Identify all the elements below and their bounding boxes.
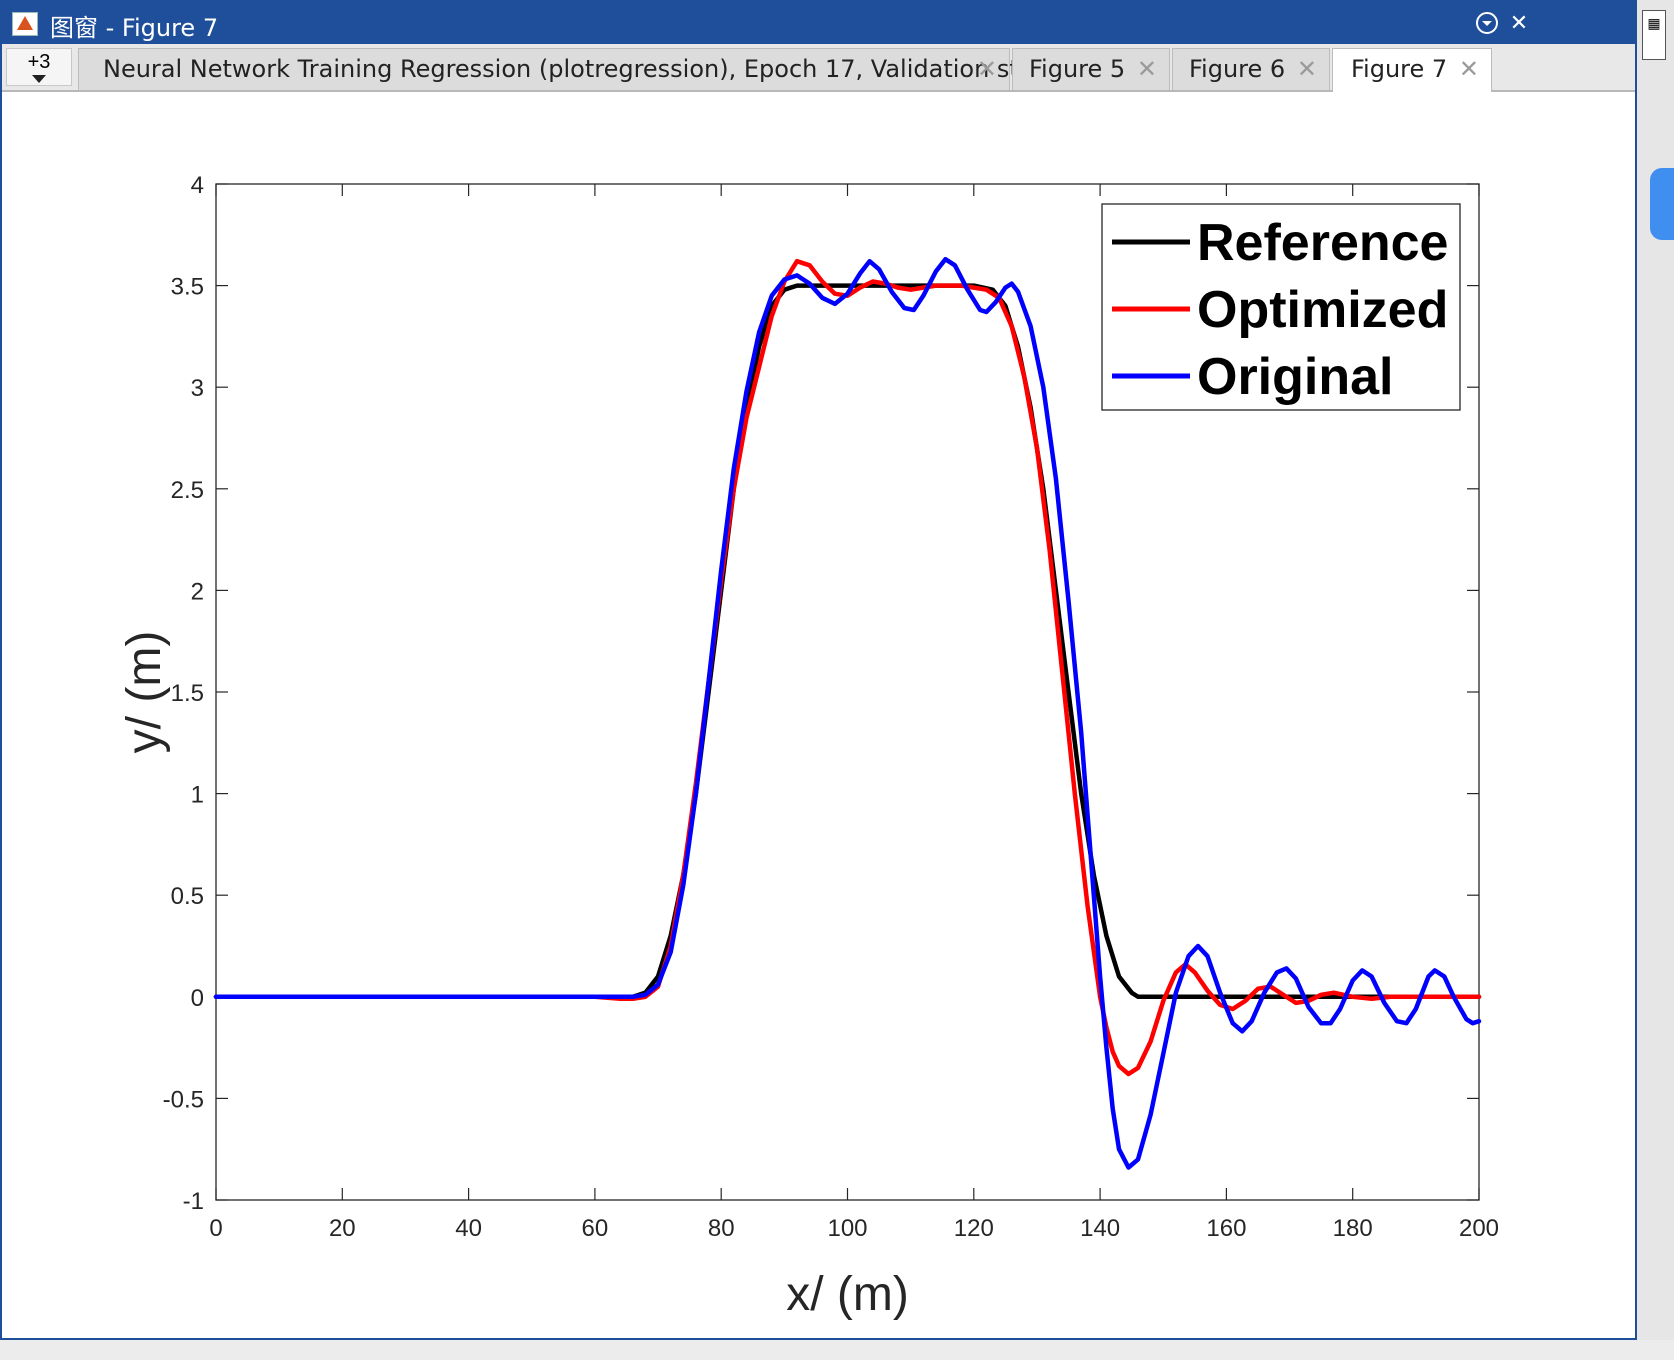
y-tick-label: 2 — [191, 578, 204, 605]
tab-label: Figure 6 — [1189, 55, 1286, 83]
tab-label: Neural Network Training Regression (plot… — [103, 55, 1057, 83]
x-tick-label: 100 — [827, 1215, 867, 1242]
x-tick-label: 0 — [209, 1215, 222, 1242]
y-tick-label: 0.5 — [171, 883, 204, 910]
y-tick-label: 0 — [191, 985, 204, 1012]
tab-label: Figure 7 — [1351, 55, 1448, 83]
side-widget-button[interactable] — [1650, 168, 1674, 240]
figure-window: 图窗 - Figure 7 ✕ +3 Neural Network Traini… — [0, 0, 1637, 1340]
tab-close-icon[interactable]: ✕ — [976, 55, 997, 83]
x-tick-label: 20 — [329, 1215, 356, 1242]
y-tick-label: 3 — [191, 375, 204, 402]
tab-close-icon[interactable]: ✕ — [1136, 55, 1157, 83]
y-tick-label: 1 — [191, 782, 204, 809]
tab-figure-6[interactable]: Figure 6 ✕ — [1172, 48, 1330, 90]
tab-overflow-button[interactable]: +3 — [6, 48, 72, 86]
caret-down-icon — [32, 75, 46, 83]
figure-canvas: 0 20 40 60 80 100 120 140 160 180 200 -1 -0.5 0 0.5 1 1.… — [2, 92, 1635, 1338]
x-tick-label: 140 — [1080, 1215, 1120, 1242]
series-line-original — [213, 256, 1482, 1170]
title-bar[interactable]: 图窗 - Figure 7 ✕ — [2, 2, 1635, 44]
tab-overflow-label: +3 — [27, 51, 51, 73]
tab-label: Figure 5 — [1029, 55, 1126, 83]
window-title: 图窗 - Figure 7 — [50, 14, 219, 42]
x-axis-label: x/ (m) — [786, 1268, 909, 1321]
y-tick-label: 3.5 — [171, 274, 204, 301]
tab-figure-7[interactable]: Figure 7 ✕ — [1332, 48, 1492, 92]
y-tick-label: 4 — [191, 172, 204, 199]
legend-label: Optimized — [1197, 281, 1448, 339]
tab-close-icon[interactable]: ✕ — [1458, 55, 1479, 83]
tab-neural-network-training[interactable]: Neural Network Training Regression (plot… — [78, 48, 1056, 90]
tab-close-icon[interactable]: ✕ — [1296, 55, 1317, 83]
side-panel-button[interactable]: ▦ — [1642, 10, 1666, 60]
x-tick-label: 180 — [1333, 1215, 1373, 1242]
x-tick-label: 160 — [1206, 1215, 1246, 1242]
y-axis-label: y/ (m) — [118, 631, 171, 754]
figure-tab-bar: +3 Neural Network Training Regression (p… — [2, 44, 1635, 92]
x-tick-label: 80 — [708, 1215, 735, 1242]
x-tick-label: 60 — [582, 1215, 609, 1242]
matlab-logo-icon — [12, 12, 38, 36]
bottom-edge — [0, 1340, 1674, 1360]
chevron-circle-icon[interactable] — [1474, 10, 1500, 36]
y-tick-label: -1 — [183, 1188, 204, 1215]
x-tick-label: 200 — [1459, 1215, 1499, 1242]
legend-label: Reference — [1197, 214, 1448, 272]
tab-figure-5[interactable]: Figure 5 ✕ — [1012, 48, 1170, 90]
x-tick-label: 120 — [954, 1215, 994, 1242]
legend-label: Original — [1197, 348, 1393, 406]
y-tick-label: 1.5 — [171, 680, 204, 707]
y-tick-label: -0.5 — [163, 1086, 204, 1113]
close-icon[interactable]: ✕ — [1509, 10, 1529, 35]
x-tick-label: 40 — [455, 1215, 482, 1242]
series-line-optimized — [213, 258, 1482, 1077]
line-chart: 0 20 40 60 80 100 120 140 160 180 200 -1 -0.5 0 0.5 1 1.… — [118, 172, 1499, 1321]
y-tick-label: 2.5 — [171, 477, 204, 504]
